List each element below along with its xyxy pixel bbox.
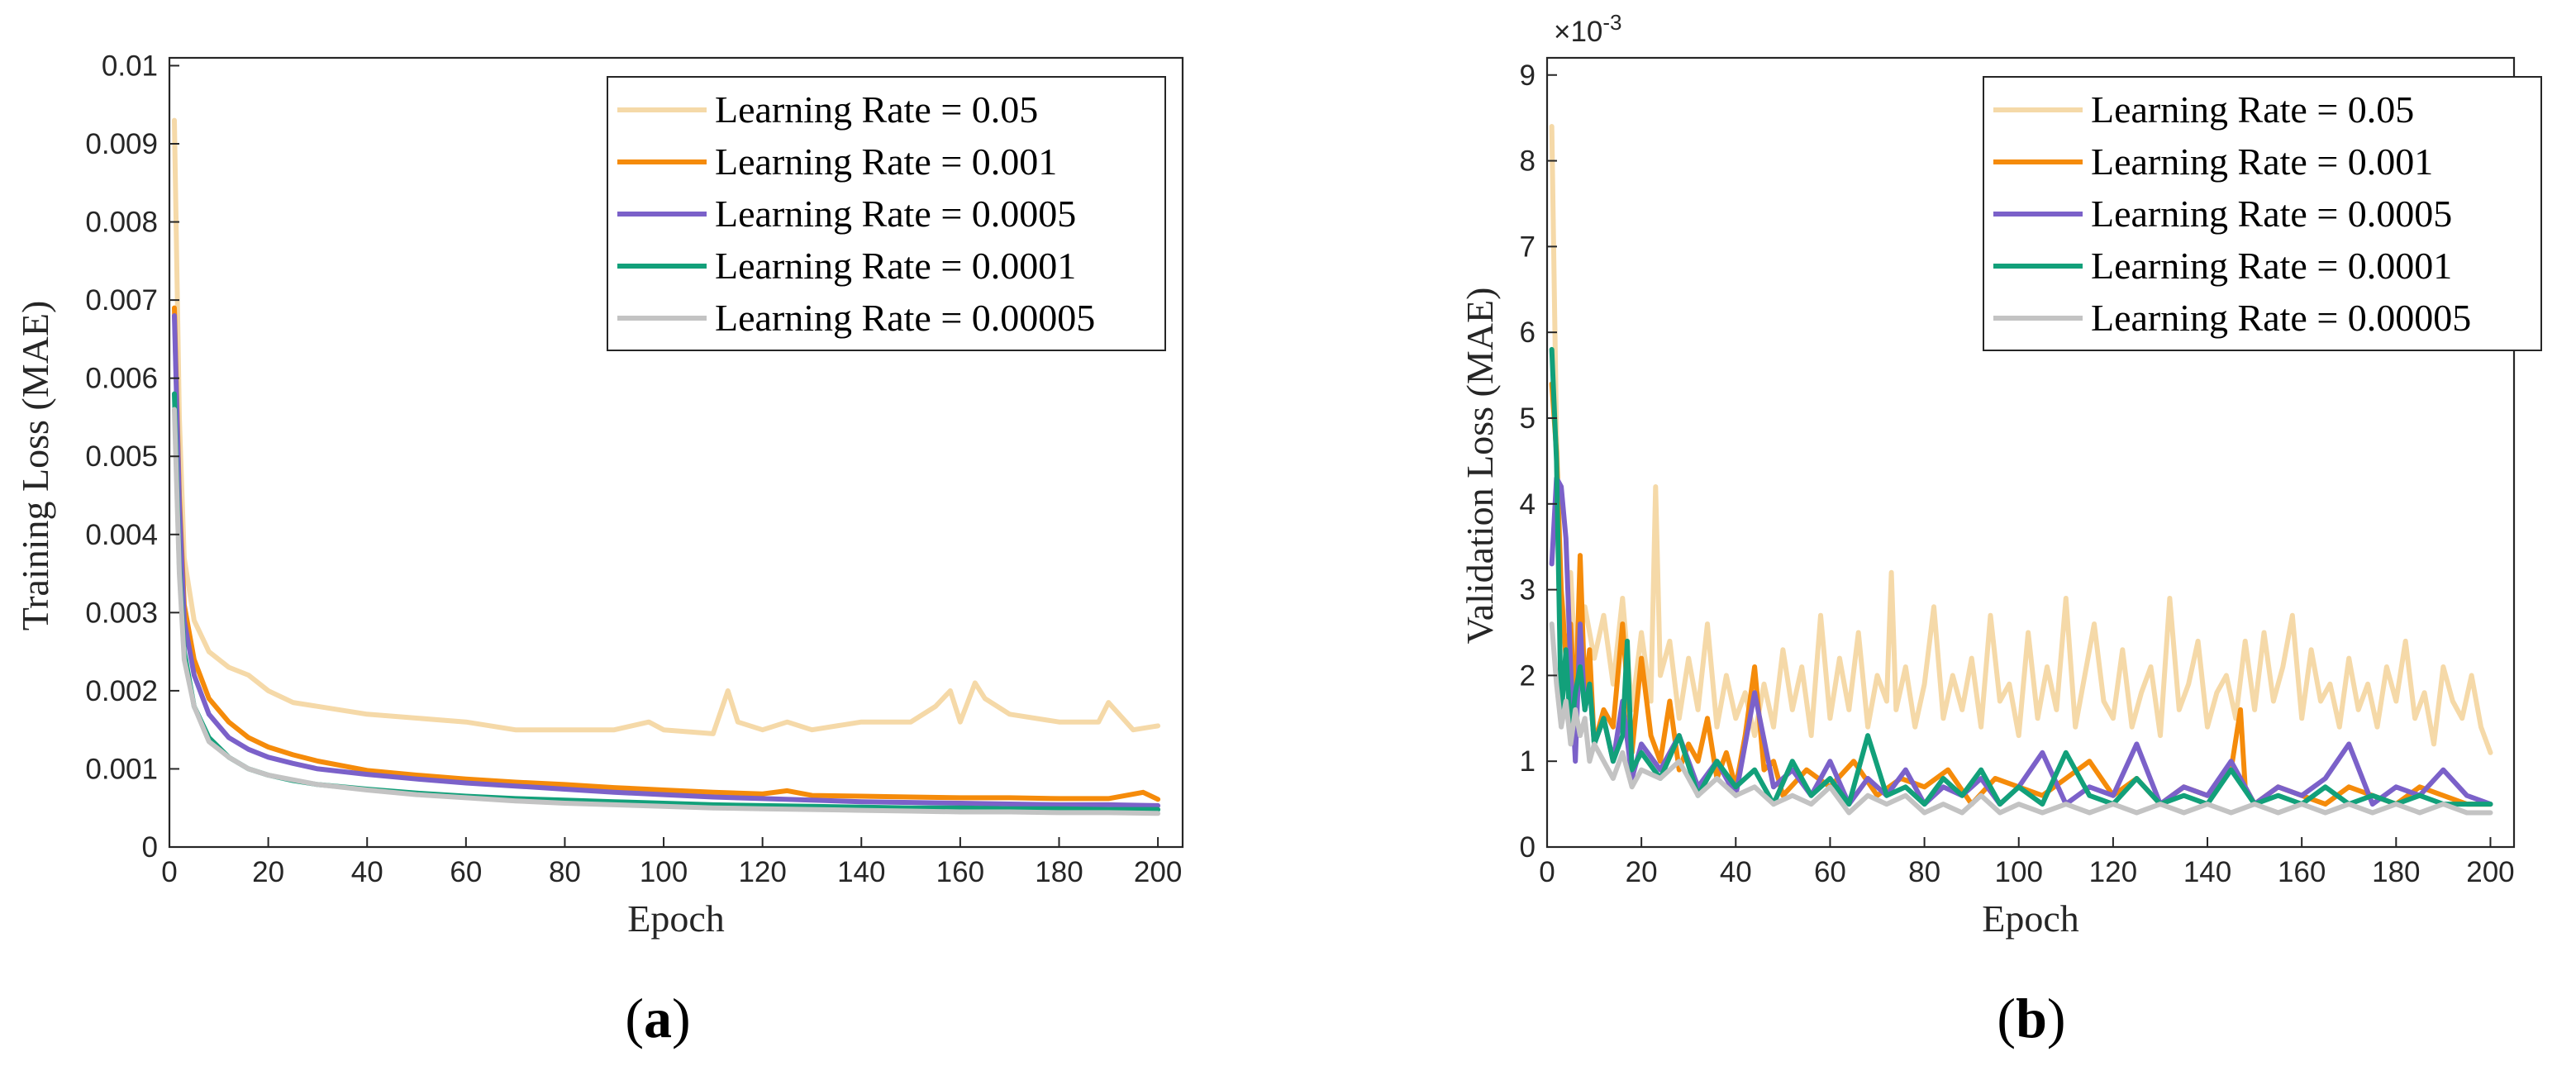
x-tick-label: 40 (1720, 856, 1752, 888)
x-tick-label: 140 (837, 856, 885, 888)
x-tick-label: 60 (1814, 856, 1846, 888)
x-tick-label: 120 (738, 856, 786, 888)
x-tick-label: 200 (2466, 856, 2514, 888)
series-line-1 (172, 117, 1161, 736)
legend-label-3: Learning Rate = 0.0005 (2091, 193, 2452, 235)
y-tick-label: 5 (1520, 402, 1536, 435)
y-exponent-label: ×10-3 (1554, 10, 1622, 48)
series-line-3 (172, 313, 1161, 808)
x-tick-label: 160 (936, 856, 984, 888)
series-group (172, 117, 1161, 816)
series-line-4 (1549, 346, 2493, 807)
y-tick-label: 1 (1520, 745, 1536, 778)
y-axis-title: Validation Loss (MAE) (1459, 288, 1501, 645)
x-tick-label: 180 (1035, 856, 1083, 888)
y-tick-label: 0 (142, 831, 158, 864)
panel-caption: (a) (625, 987, 690, 1049)
panel-caption: (b) (1997, 987, 2065, 1049)
y-tick-label: 7 (1520, 231, 1536, 263)
series-line-1 (1549, 124, 2493, 755)
y-tick-label: 0.007 (85, 284, 158, 316)
y-tick-label: 0.01 (102, 50, 158, 82)
series-group (1549, 124, 2493, 816)
x-tick-label: 40 (351, 856, 383, 888)
y-tick-label: 0.004 (85, 519, 158, 551)
legend-label-4: Learning Rate = 0.0001 (2091, 245, 2452, 287)
y-tick-label: 0.006 (85, 363, 158, 395)
y-tick-label: 0.008 (85, 207, 158, 239)
x-tick-label: 20 (252, 856, 284, 888)
y-tick-label: 0.009 (85, 128, 158, 160)
legend-label-2: Learning Rate = 0.001 (2091, 140, 2433, 183)
x-tick-label: 100 (640, 856, 688, 888)
y-tick-label: 0 (1520, 831, 1536, 864)
legend: Learning Rate = 0.05 Learning Rate = 0.00… (1983, 76, 2542, 351)
chart-a: 0 20 40 60 80 100 120 140 160 180 200 0 0.001 0.002 0.… (14, 50, 1184, 1049)
y-tick-label: 3 (1520, 574, 1536, 607)
legend-label-3: Learning Rate = 0.0005 (715, 193, 1076, 235)
plot-frame (1545, 56, 2516, 849)
legend-label-5: Learning Rate = 0.00005 (2091, 297, 2471, 339)
chart-b: 0 20 40 60 80 100 120 140 160 180 200 0 1 2 3 4 5 6 7 8 9 ×10… (1459, 10, 2542, 1049)
x-tick-label: 80 (549, 856, 581, 888)
x-tick-label: 100 (1995, 856, 2043, 888)
x-tick-label: 60 (450, 856, 482, 888)
y-tick-label: 0.005 (85, 440, 158, 473)
legend: Learning Rate = 0.05 Learning Rate = 0.00… (607, 76, 1166, 351)
series-line-5 (172, 407, 1161, 816)
legend-label-1: Learning Rate = 0.05 (2091, 88, 2414, 131)
series-line-5 (1549, 621, 2493, 816)
x-axis-title: Epoch (627, 897, 725, 940)
x-tick-label: 0 (1539, 856, 1555, 888)
x-tick-label: 160 (2278, 856, 2326, 888)
x-tick-label: 120 (2089, 856, 2137, 888)
x-tick-label: 200 (1134, 856, 1182, 888)
legend-label-4: Learning Rate = 0.0001 (715, 245, 1076, 287)
x-tick-label: 20 (1626, 856, 1658, 888)
x-tick-label: 0 (161, 856, 177, 888)
y-tick-label: 6 (1520, 316, 1536, 349)
series-line-2 (1549, 381, 2493, 807)
x-tick-label: 140 (2183, 856, 2231, 888)
y-tick-label: 2 (1520, 659, 1536, 692)
y-tick-label: 8 (1520, 145, 1536, 178)
x-axis-title: Epoch (1982, 897, 2079, 940)
legend-label-2: Learning Rate = 0.001 (715, 140, 1057, 183)
plot-frame (168, 56, 1184, 849)
series-line-4 (172, 391, 1161, 812)
legend-label-1: Learning Rate = 0.05 (715, 88, 1038, 131)
x-tick-label: 180 (2372, 856, 2420, 888)
y-tick-label: 4 (1520, 488, 1536, 521)
y-tick-label: 0.002 (85, 675, 158, 707)
series-line-2 (172, 305, 1161, 802)
y-tick-label: 0.001 (85, 753, 158, 785)
legend-label-5: Learning Rate = 0.00005 (715, 297, 1095, 339)
y-tick-label: 0.003 (85, 597, 158, 629)
y-axis-title: Training Loss (MAE) (14, 301, 56, 631)
y-tick-label: 9 (1520, 59, 1536, 92)
x-tick-label: 80 (1908, 856, 1940, 888)
